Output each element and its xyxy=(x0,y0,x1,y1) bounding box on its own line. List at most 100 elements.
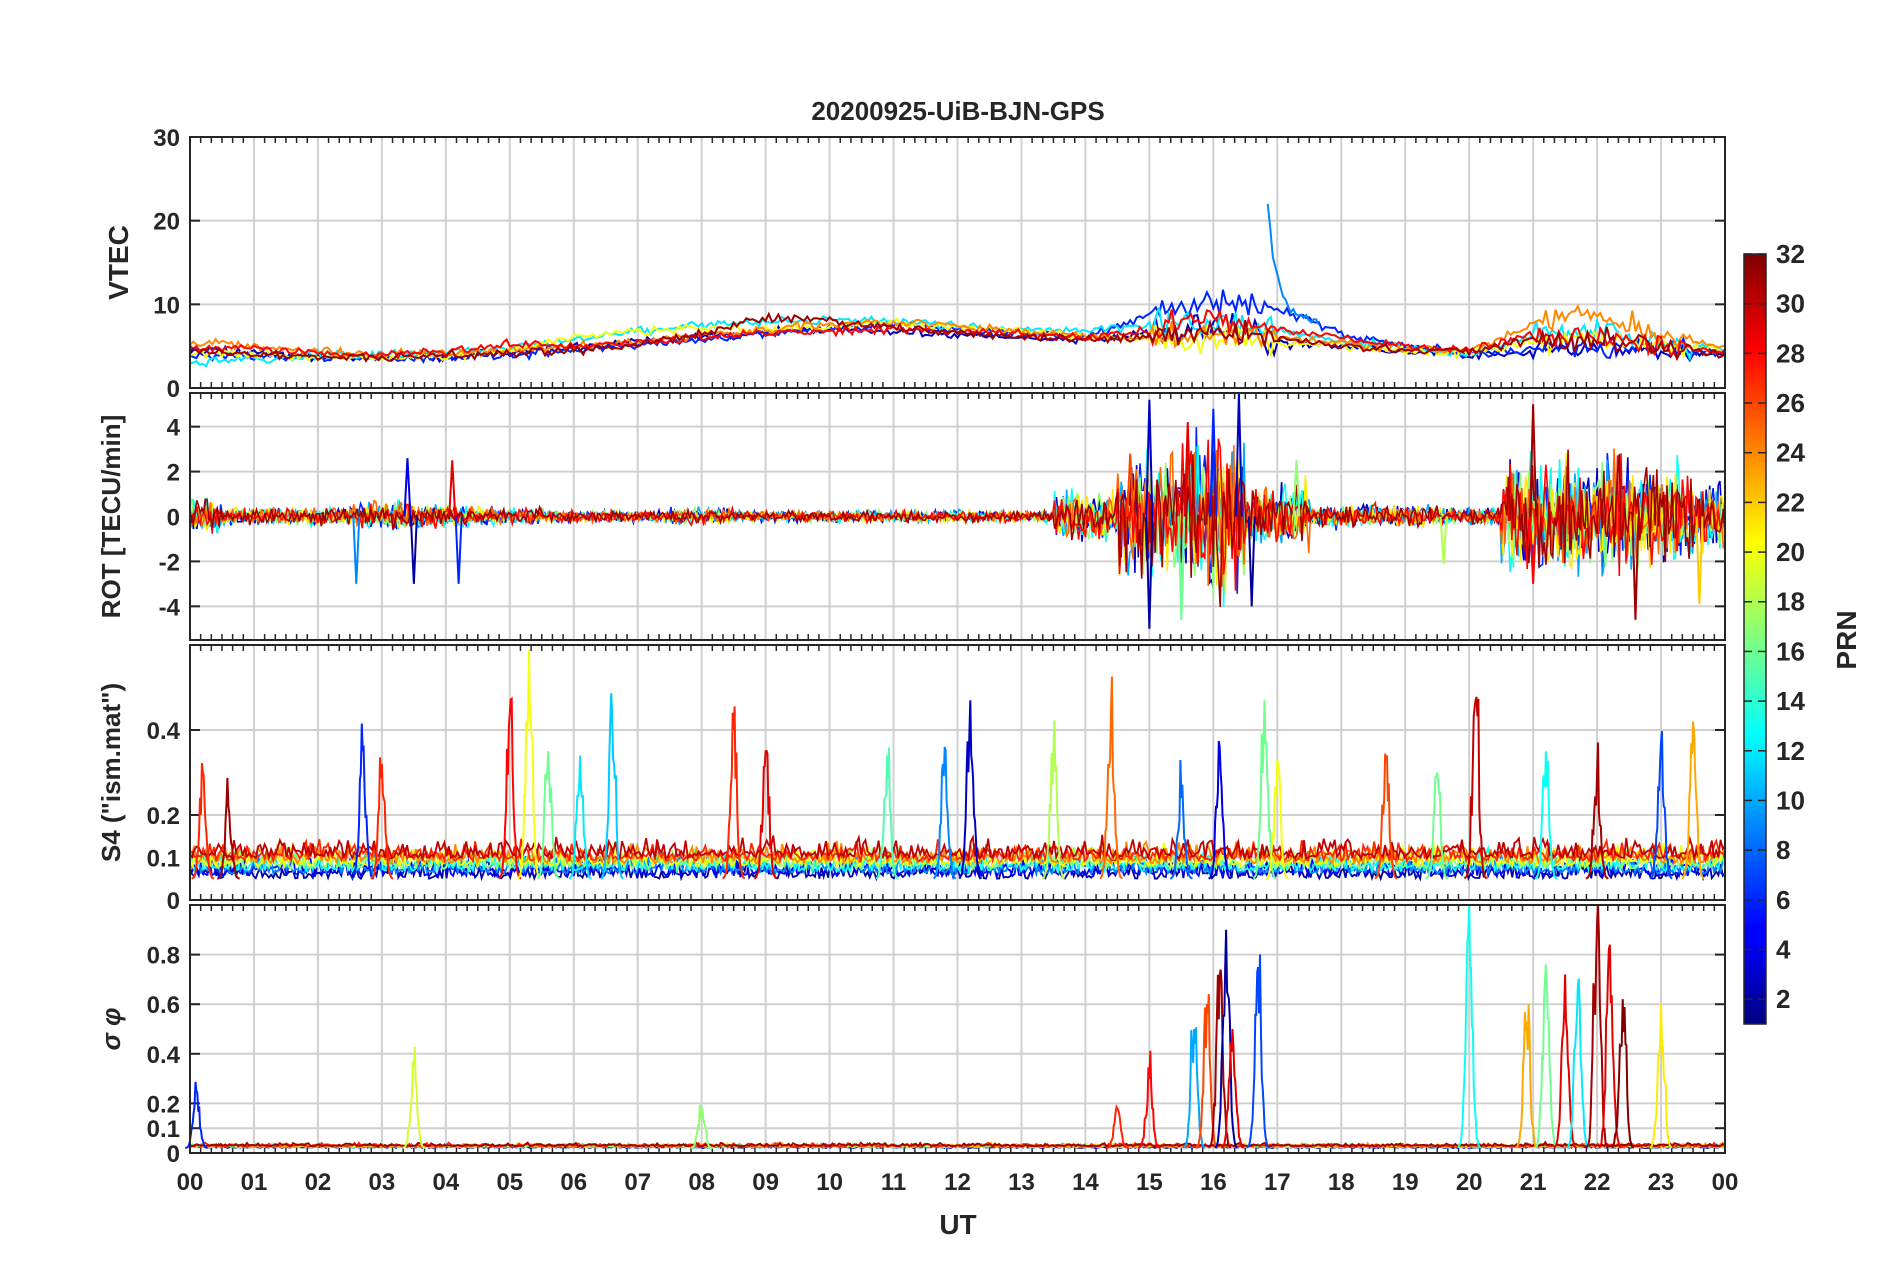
rot-ylabel: ROT [TECU/min] xyxy=(96,415,126,619)
s4-peak-line xyxy=(1463,696,1488,880)
vtec-ytick-label: 10 xyxy=(153,292,180,319)
s4-peak-line xyxy=(1099,676,1123,880)
rot-spike xyxy=(352,516,361,584)
rot-spike xyxy=(403,458,412,517)
rot-spike xyxy=(454,516,463,584)
x-tick-label: 12 xyxy=(944,1169,971,1196)
x-tick-label: 17 xyxy=(1264,1169,1291,1196)
colorbar-tick-label: 8 xyxy=(1776,835,1790,865)
rot-spike xyxy=(1247,516,1256,607)
s4-ylabel: S4 ("ism.mat") xyxy=(96,683,126,862)
sigma-ytick-label: 0.2 xyxy=(147,1091,180,1118)
colorbar-tick-label: 6 xyxy=(1776,885,1790,915)
sigma-peak-line xyxy=(1566,978,1590,1149)
rot-spike xyxy=(1529,516,1538,584)
rot-spike xyxy=(1695,516,1704,605)
colorbar-tick-label: 20 xyxy=(1776,537,1805,567)
vtec-lines xyxy=(189,203,1726,368)
rot-spike xyxy=(1145,399,1154,517)
panel-s4: 0 0.1 0.2 0.4 S4 ("ism.mat") xyxy=(96,644,1726,915)
sigma-axes-box xyxy=(189,904,1726,1154)
vtec-series-line xyxy=(189,311,1726,363)
rot-spike xyxy=(1145,516,1154,629)
s4-peak-line xyxy=(600,693,624,880)
s4-peak-line xyxy=(498,696,522,880)
sigma-peak-line xyxy=(402,1046,426,1149)
s4-peak-line xyxy=(722,706,746,880)
rot-series-line xyxy=(189,449,1726,608)
x-tick-label: 01 xyxy=(241,1169,268,1196)
s4-yticks: 0 0.1 0.2 0.4 xyxy=(147,718,181,915)
sigma-peak-line xyxy=(1246,954,1270,1149)
sigma-series-line xyxy=(189,1140,1726,1148)
colorbar-tick-label: 4 xyxy=(1776,934,1791,964)
x-axis-ticks: 00 01 02 03 04 05 06 07 08 09 10 11 12 13 14 15 16 17 18 19… xyxy=(177,1169,1739,1196)
x-tick-label: 07 xyxy=(624,1169,651,1196)
s4-peak-line xyxy=(1534,751,1558,880)
s4-peak-line xyxy=(536,751,560,880)
colorbar-tick-label: 14 xyxy=(1776,686,1805,716)
rot-series-line xyxy=(189,438,1726,591)
sigma-peak-line xyxy=(1515,1004,1539,1149)
rot-spike xyxy=(448,460,457,517)
sigma-ytick-label: 0 xyxy=(167,1141,180,1168)
x-tick-label: 21 xyxy=(1520,1169,1547,1196)
vtec-axes-box xyxy=(189,136,1726,389)
sigma-peak-line xyxy=(1138,1050,1161,1149)
s4-peak-line xyxy=(216,777,240,880)
s4-peak-line xyxy=(958,700,982,880)
sigma-peak-line xyxy=(1585,904,1609,1149)
colorbar-tick-label: 18 xyxy=(1776,587,1805,617)
x-tick-label: 16 xyxy=(1200,1169,1227,1196)
rot-spike xyxy=(1209,408,1218,517)
sigma-peak-line xyxy=(1611,999,1635,1149)
colorbar-tick-label: 12 xyxy=(1776,736,1805,766)
sigma-peak-line xyxy=(1208,969,1232,1149)
x-tick-label: 09 xyxy=(752,1169,779,1196)
sigma-peak-line xyxy=(1220,1028,1245,1149)
colorbar-tick-label: 2 xyxy=(1776,984,1790,1014)
s4-peak-line xyxy=(191,763,215,880)
sigma-ytick-label: 0.6 xyxy=(147,992,180,1019)
sigma-peak-line xyxy=(1598,944,1622,1149)
chart-title: 20200925-UiB-BJN-GPS xyxy=(811,96,1104,126)
x-tick-label: 05 xyxy=(496,1169,523,1196)
colorbar-tick-label: 22 xyxy=(1776,487,1805,517)
vtec-yticks: 0 10 20 30 xyxy=(153,125,180,403)
rot-ytick-label: -2 xyxy=(159,549,180,576)
x-tick-label: 19 xyxy=(1392,1169,1419,1196)
vtec-grid xyxy=(189,136,1726,389)
s4-peak-line xyxy=(568,755,592,880)
x-tick-label: 13 xyxy=(1008,1169,1035,1196)
x-tick-label: 23 xyxy=(1648,1169,1675,1196)
sigma-ytick-label: 0.1 xyxy=(147,1116,180,1143)
colorbar-tick-label: 32 xyxy=(1776,239,1805,269)
colorbar-gradient xyxy=(1743,253,1767,1025)
x-tick-label: 00 xyxy=(1712,1169,1739,1196)
colorbar-label: PRN xyxy=(1831,610,1862,669)
s4-peak-line xyxy=(875,747,899,880)
sigma-grid xyxy=(189,905,1726,1154)
vtec-spike-line xyxy=(1266,203,1320,326)
x-tick-label: 06 xyxy=(560,1169,587,1196)
s4-peak-line xyxy=(1681,721,1705,880)
rot-spike xyxy=(1292,460,1301,517)
x-axis-label: UT xyxy=(939,1209,976,1240)
s4-peak-line xyxy=(370,757,394,880)
rot-spike xyxy=(1177,516,1186,620)
panel-rot: -4 -2 0 2 4 ROT [TECU/min] xyxy=(96,392,1726,641)
sigma-peak-line xyxy=(1106,1104,1129,1149)
x-tick-label: 22 xyxy=(1584,1169,1611,1196)
colorbar-tick-label: 16 xyxy=(1776,636,1805,666)
vtec-ytick-label: 20 xyxy=(153,209,180,236)
s4-ytick-label: 0.4 xyxy=(147,718,181,745)
sigma-peak-line xyxy=(690,1104,714,1149)
vtec-ylabel: VTEC xyxy=(103,225,134,300)
x-tick-label: 14 xyxy=(1072,1169,1099,1196)
colorbar-tick-label: 30 xyxy=(1776,289,1805,319)
rot-ytick-label: 2 xyxy=(167,460,180,487)
sigma-ytick-label: 0.4 xyxy=(147,1042,181,1069)
s4-peak-line xyxy=(1649,731,1673,880)
s4-ytick-label: 0.2 xyxy=(147,803,180,830)
